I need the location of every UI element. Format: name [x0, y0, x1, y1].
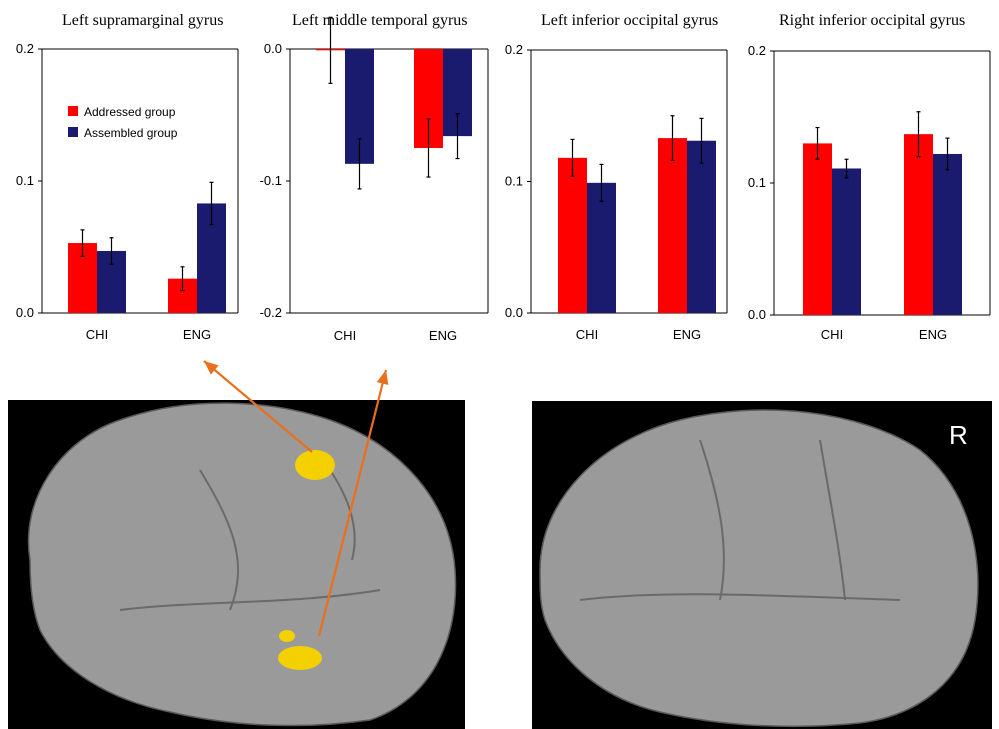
- legend: Addressed group Assembled group: [68, 105, 178, 140]
- bar-assembled-eng: [687, 140, 716, 313]
- y-tick-label: 0.0: [748, 307, 766, 322]
- activation-supramarginal: [295, 450, 335, 480]
- bar-charts: Left supramarginal gyrus 0.0 0.1 0.2 CHI ENG A…: [16, 12, 991, 343]
- chart-2: Left middle temporal gyrus -0.2 -0.1 0.0 CHI…: [260, 12, 489, 343]
- activation-middle-temporal-small: [279, 630, 295, 642]
- legend-swatch-assembled: [68, 127, 78, 137]
- x-tick-label: CHI: [576, 327, 598, 342]
- right-hemisphere-label: R: [949, 420, 968, 450]
- legend-label: Addressed group: [84, 105, 176, 119]
- legend-swatch-addressed: [68, 106, 78, 116]
- x-tick-label: ENG: [183, 327, 211, 342]
- chart-4: Right inferior occipital gyrus 0.0 0.1 0.2 C…: [748, 12, 991, 342]
- y-tick-label: 0.2: [505, 42, 523, 57]
- left-brain-surface: [27, 402, 457, 727]
- x-tick-label: CHI: [86, 327, 108, 342]
- brain-panels: R: [8, 400, 992, 729]
- arrow-head: [204, 361, 219, 375]
- bar-addressed-chi: [803, 143, 832, 315]
- legend-label: Assembled group: [84, 126, 178, 140]
- y-tick-label: -0.1: [260, 173, 282, 188]
- y-tick-label: 0.0: [16, 305, 34, 320]
- y-tick-label: 0.1: [748, 175, 766, 190]
- right-sulcus-central: [699, 439, 725, 601]
- chart-title: Left supramarginal gyrus: [62, 12, 223, 29]
- bar-assembled-eng: [933, 153, 962, 315]
- right-brain-surface: [539, 409, 979, 728]
- left-sylvian-fissure: [119, 589, 381, 611]
- x-tick-label: ENG: [673, 327, 701, 342]
- bar-addressed-chi: [558, 157, 587, 313]
- x-tick-label: CHI: [821, 327, 843, 342]
- arrow-shaft: [203, 360, 313, 453]
- chart-title: Left inferior occipital gyrus: [541, 12, 718, 29]
- right-sylvian-fissure: [579, 593, 901, 601]
- arrow-to-supramarginal: [203, 360, 313, 453]
- right-hemisphere-panel: R: [532, 401, 992, 729]
- chart-title: Right inferior occipital gyrus: [779, 12, 965, 29]
- activation-middle-temporal: [278, 646, 322, 670]
- arrow-to-middle-temporal: [317, 369, 389, 637]
- left-sulcus-parietal: [329, 469, 356, 561]
- right-sulcus-frontal: [819, 439, 846, 601]
- x-tick-label: CHI: [334, 328, 356, 343]
- bar-addressed-eng: [658, 138, 687, 313]
- left-hemisphere-panel: [8, 400, 465, 729]
- y-tick-label: 0.2: [16, 41, 34, 56]
- pointer-arrows: [203, 360, 389, 637]
- arrow-shaft: [317, 369, 388, 637]
- bar-addressed-eng: [904, 134, 933, 315]
- chart-title: Left middle temporal gyrus: [292, 12, 468, 29]
- bar-assembled-chi: [587, 182, 616, 313]
- y-tick-label: 0.2: [748, 43, 766, 58]
- x-tick-label: ENG: [429, 328, 457, 343]
- y-tick-label: 0.1: [16, 173, 34, 188]
- left-sulcus-central: [199, 469, 239, 611]
- chart-1: Left supramarginal gyrus 0.0 0.1 0.2 CHI ENG A…: [16, 12, 239, 342]
- y-tick-label: 0.0: [264, 41, 282, 56]
- y-tick-label: 0.1: [505, 174, 523, 189]
- bar-assembled-chi: [832, 168, 861, 315]
- y-tick-label: -0.2: [260, 305, 282, 320]
- y-tick-label: 0.0: [505, 305, 523, 320]
- chart-3: Left inferior occipital gyrus 0.0 0.1 0.2 CH…: [505, 12, 728, 342]
- x-tick-label: ENG: [919, 327, 947, 342]
- arrow-head: [376, 370, 389, 386]
